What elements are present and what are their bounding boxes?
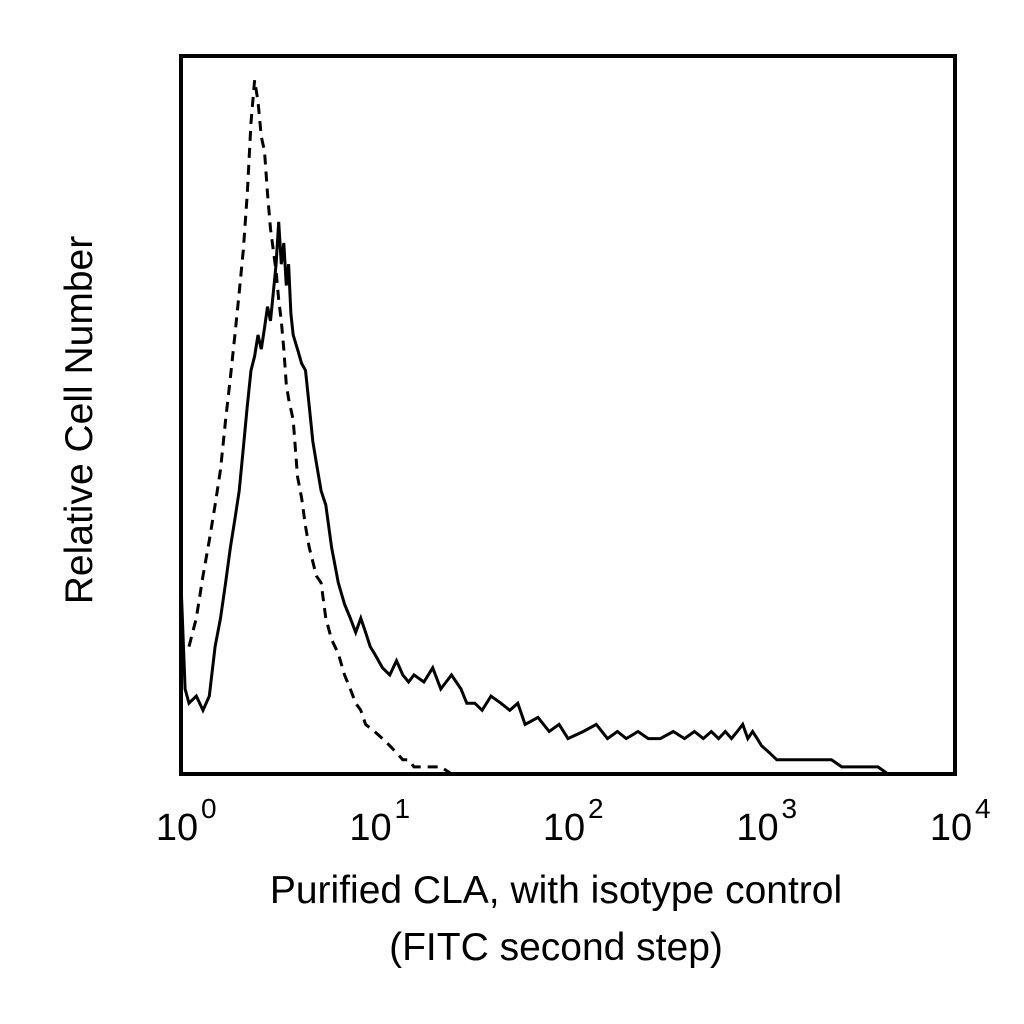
x-tick-exponent: 0: [201, 793, 217, 824]
x-tick-base: 10: [736, 807, 778, 849]
plot-frame: [179, 54, 957, 776]
purified-cla-series-line: [179, 221, 889, 776]
x-tick-exponent: 4: [975, 793, 991, 824]
x-tick-label: 10 0: [156, 793, 217, 849]
x-tick-label: 10 4: [930, 793, 991, 849]
x-tick-labels: 10 0 10 1 10 2 10 3 10 4: [156, 793, 991, 849]
x-tick-label: 10 2: [543, 793, 604, 849]
x-axis-label-line-2: (FITC second step): [389, 926, 723, 969]
isotype-control-series-line: [187, 79, 762, 776]
x-tick-exponent: 2: [588, 793, 604, 824]
y-axis-label: Relative Cell Number: [58, 236, 101, 604]
x-tick-base: 10: [543, 807, 585, 849]
x-axis-label-line-1: Purified CLA, with isotype control: [270, 869, 842, 912]
x-tick-label: 10 3: [736, 793, 797, 849]
series-layer: [179, 79, 889, 776]
x-tick-base: 10: [156, 807, 198, 849]
x-tick-base: 10: [930, 807, 972, 849]
x-tick-base: 10: [349, 807, 391, 849]
x-tick-exponent: 1: [395, 793, 411, 824]
x-tick-exponent: 3: [782, 793, 798, 824]
x-tick-label: 10 1: [349, 793, 410, 849]
